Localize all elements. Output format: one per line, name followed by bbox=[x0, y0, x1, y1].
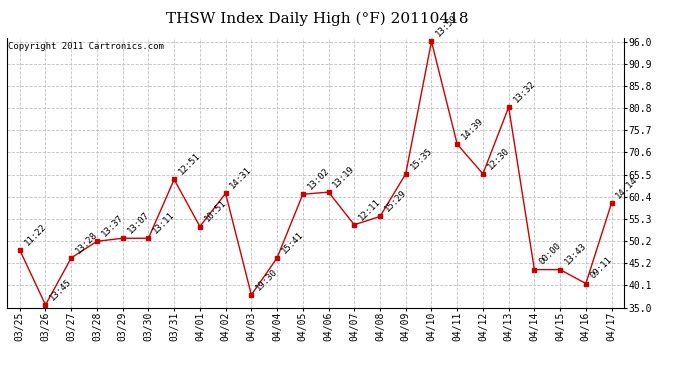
Text: 13:02: 13:02 bbox=[306, 166, 331, 192]
Text: 15:35: 15:35 bbox=[408, 146, 434, 171]
Text: 12:30: 12:30 bbox=[486, 146, 511, 171]
Text: 13:37: 13:37 bbox=[100, 213, 125, 238]
Text: 13:11: 13:11 bbox=[151, 210, 177, 236]
Text: 11:22: 11:22 bbox=[23, 222, 48, 247]
Text: 13:19: 13:19 bbox=[331, 164, 357, 189]
Text: 13:32: 13:32 bbox=[511, 79, 537, 104]
Text: 14:14: 14:14 bbox=[614, 175, 640, 200]
Text: 12:11: 12:11 bbox=[357, 196, 382, 222]
Text: Copyright 2011 Cartronics.com: Copyright 2011 Cartronics.com bbox=[8, 42, 164, 51]
Text: 10:51: 10:51 bbox=[203, 198, 228, 224]
Text: 13:43: 13:43 bbox=[563, 242, 589, 267]
Text: 12:51: 12:51 bbox=[177, 152, 202, 177]
Text: 19:30: 19:30 bbox=[254, 267, 279, 292]
Text: 15:29: 15:29 bbox=[383, 188, 408, 214]
Text: 15:41: 15:41 bbox=[280, 230, 305, 255]
Text: 09:11: 09:11 bbox=[589, 255, 614, 281]
Text: 14:39: 14:39 bbox=[460, 116, 485, 141]
Text: THSW Index Daily High (°F) 20110418: THSW Index Daily High (°F) 20110418 bbox=[166, 11, 469, 26]
Text: 00:00: 00:00 bbox=[538, 242, 562, 267]
Text: 14:31: 14:31 bbox=[228, 165, 254, 190]
Text: 13:45: 13:45 bbox=[48, 277, 74, 302]
Text: 13:28: 13:28 bbox=[74, 230, 99, 255]
Text: 13:07: 13:07 bbox=[126, 210, 151, 236]
Text: 13:59: 13:59 bbox=[434, 13, 460, 39]
